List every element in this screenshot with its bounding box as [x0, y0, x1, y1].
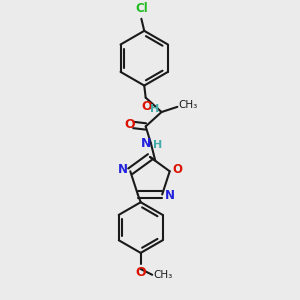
Text: Cl: Cl: [135, 2, 148, 15]
Text: CH₃: CH₃: [154, 270, 173, 280]
Text: N: N: [140, 136, 151, 150]
Text: N: N: [118, 163, 128, 176]
Text: N: N: [164, 189, 174, 203]
Text: O: O: [172, 163, 182, 176]
Text: O: O: [142, 100, 152, 113]
Text: CH₃: CH₃: [179, 100, 198, 110]
Text: O: O: [135, 266, 146, 279]
Text: O: O: [125, 118, 135, 131]
Text: H: H: [153, 140, 163, 150]
Text: H: H: [150, 103, 159, 114]
